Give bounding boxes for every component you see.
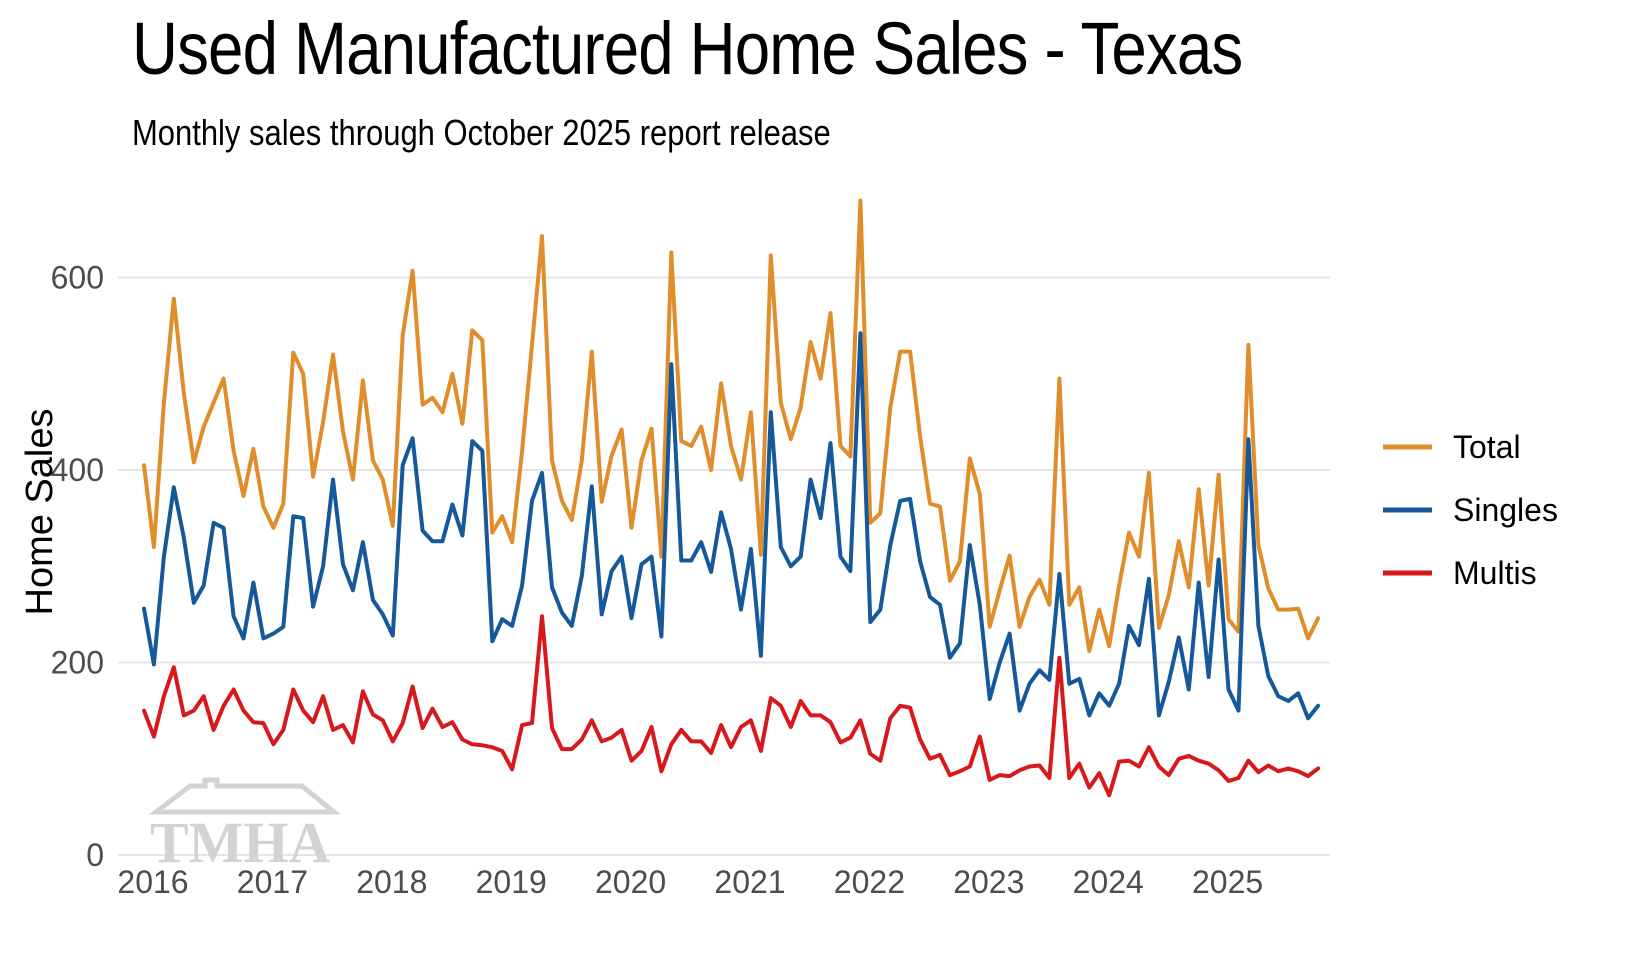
gridlines [118,276,1330,856]
series-line-total [142,198,1321,653]
legend: Total Singles Multis [1383,429,1558,591]
x-tick-label: 2020 [595,864,666,900]
x-tick-label: 2016 [117,864,188,900]
series-line-singles [142,331,1321,721]
y-axis-label: Home Sales [19,409,61,616]
x-tick-label: 2021 [714,864,785,900]
tmha-logo-watermark: TMHA [148,777,342,875]
legend-label: Total [1453,429,1521,465]
series-line-multis [142,614,1321,798]
chart-title: Used Manufactured Home Sales - Texas [132,7,1243,90]
x-tick-label: 2019 [476,864,547,900]
legend-item-singles: Singles [1383,492,1558,528]
y-tick-label: 200 [51,645,104,681]
legend-item-multis: Multis [1383,555,1537,591]
x-tick-label: 2024 [1073,864,1144,900]
legend-label: Multis [1453,555,1537,591]
series-lines [142,198,1321,798]
legend-item-total: Total [1383,429,1521,465]
y-tick-label: 0 [86,837,104,873]
y-tick-label: 400 [51,452,104,488]
watermark-text: TMHA [150,810,331,875]
chart-subtitle: Monthly sales through October 2025 repor… [132,112,831,153]
x-tick-label: 2023 [953,864,1024,900]
x-tick-label: 2018 [356,864,427,900]
legend-label: Singles [1453,492,1558,528]
y-axis-ticks: 0 200 400 600 [51,260,104,874]
y-tick-label: 600 [51,260,104,296]
x-tick-label: 2022 [834,864,905,900]
x-tick-label: 2025 [1192,864,1263,900]
x-tick-label: 2017 [237,864,308,900]
x-axis-ticks: 2016 2017 2018 2019 2020 2021 2022 2023 2024 2025 [117,864,1263,900]
